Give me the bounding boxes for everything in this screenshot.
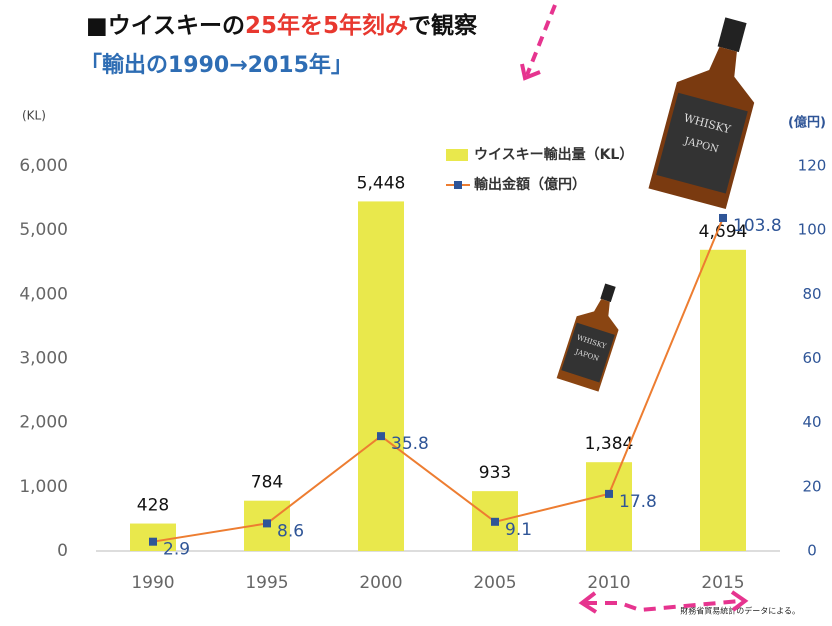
title-part: で観察 — [408, 12, 478, 39]
line-marker — [263, 519, 271, 527]
x-tick-label: 2015 — [701, 573, 744, 593]
bar-value-label: 933 — [479, 463, 511, 483]
line-marker — [149, 538, 157, 546]
line-value-label: 17.8 — [619, 492, 657, 512]
bar-value-label: 784 — [251, 473, 283, 493]
bottle-small: WHISKY JAPON — [557, 278, 631, 391]
y2-tick-label: 20 — [802, 477, 821, 495]
title-part: ■ウイスキーの — [86, 13, 245, 39]
y2-tick-label: 80 — [802, 285, 821, 303]
x-tick-label: 1995 — [245, 573, 288, 593]
bar — [700, 250, 746, 551]
legend-swatch — [446, 149, 468, 161]
bottle-large: WHISKY JAPON — [648, 10, 773, 209]
arrow-head — [522, 64, 540, 78]
chart-title: ■ウイスキーの25年を5年刻みで観察 — [86, 12, 478, 39]
y2-tick-label: 0 — [807, 542, 817, 560]
y-tick-label: 3,000 — [19, 349, 68, 369]
y2-tick-label: 60 — [802, 349, 821, 367]
legend-label: 輸出金額（億円） — [474, 176, 586, 193]
arrow — [527, 5, 555, 75]
bar — [358, 201, 404, 551]
y-tick-label: 5,000 — [19, 220, 68, 240]
bar-value-label: 5,448 — [357, 173, 406, 193]
x-tick-label: 2000 — [359, 573, 402, 593]
y-tick-label: 1,000 — [19, 477, 68, 497]
line-value-label: 35.8 — [391, 434, 429, 454]
legend-swatch — [454, 181, 462, 189]
y-axis-label: (KL) — [22, 109, 46, 123]
chart-subtitle: 「輸出の1990→2015年」 — [80, 52, 353, 78]
title-part: 25年を5年刻み — [245, 12, 408, 39]
y2-tick-label: 120 — [798, 157, 827, 175]
line-value-label: 2.9 — [163, 540, 190, 560]
y2-tick-label: 40 — [802, 413, 821, 431]
line-value-label: 8.6 — [277, 521, 304, 541]
y-tick-label: 4,000 — [19, 284, 68, 304]
line-marker — [377, 432, 385, 440]
line-value-label: 9.1 — [505, 520, 532, 540]
y-tick-label: 6,000 — [19, 156, 68, 176]
y2-axis-label: (億円) — [788, 115, 826, 131]
x-tick-label: 2010 — [587, 573, 630, 593]
chart: ■ウイスキーの25年を5年刻みで観察 「輸出の1990→2015年」 (KL) … — [0, 0, 832, 622]
y-tick-label: 0 — [57, 541, 68, 561]
line-value-label: 103.8 — [733, 216, 782, 236]
line-marker — [605, 490, 613, 498]
x-tick-label: 2005 — [473, 573, 516, 593]
bar-value-label: 428 — [137, 496, 169, 516]
y2-tick-label: 100 — [798, 221, 827, 239]
line-marker — [719, 214, 727, 222]
x-tick-label: 1990 — [131, 573, 174, 593]
legend-label: ウイスキー輸出量（KL） — [474, 146, 633, 163]
y-tick-label: 2,000 — [19, 413, 68, 433]
line-marker — [491, 518, 499, 526]
